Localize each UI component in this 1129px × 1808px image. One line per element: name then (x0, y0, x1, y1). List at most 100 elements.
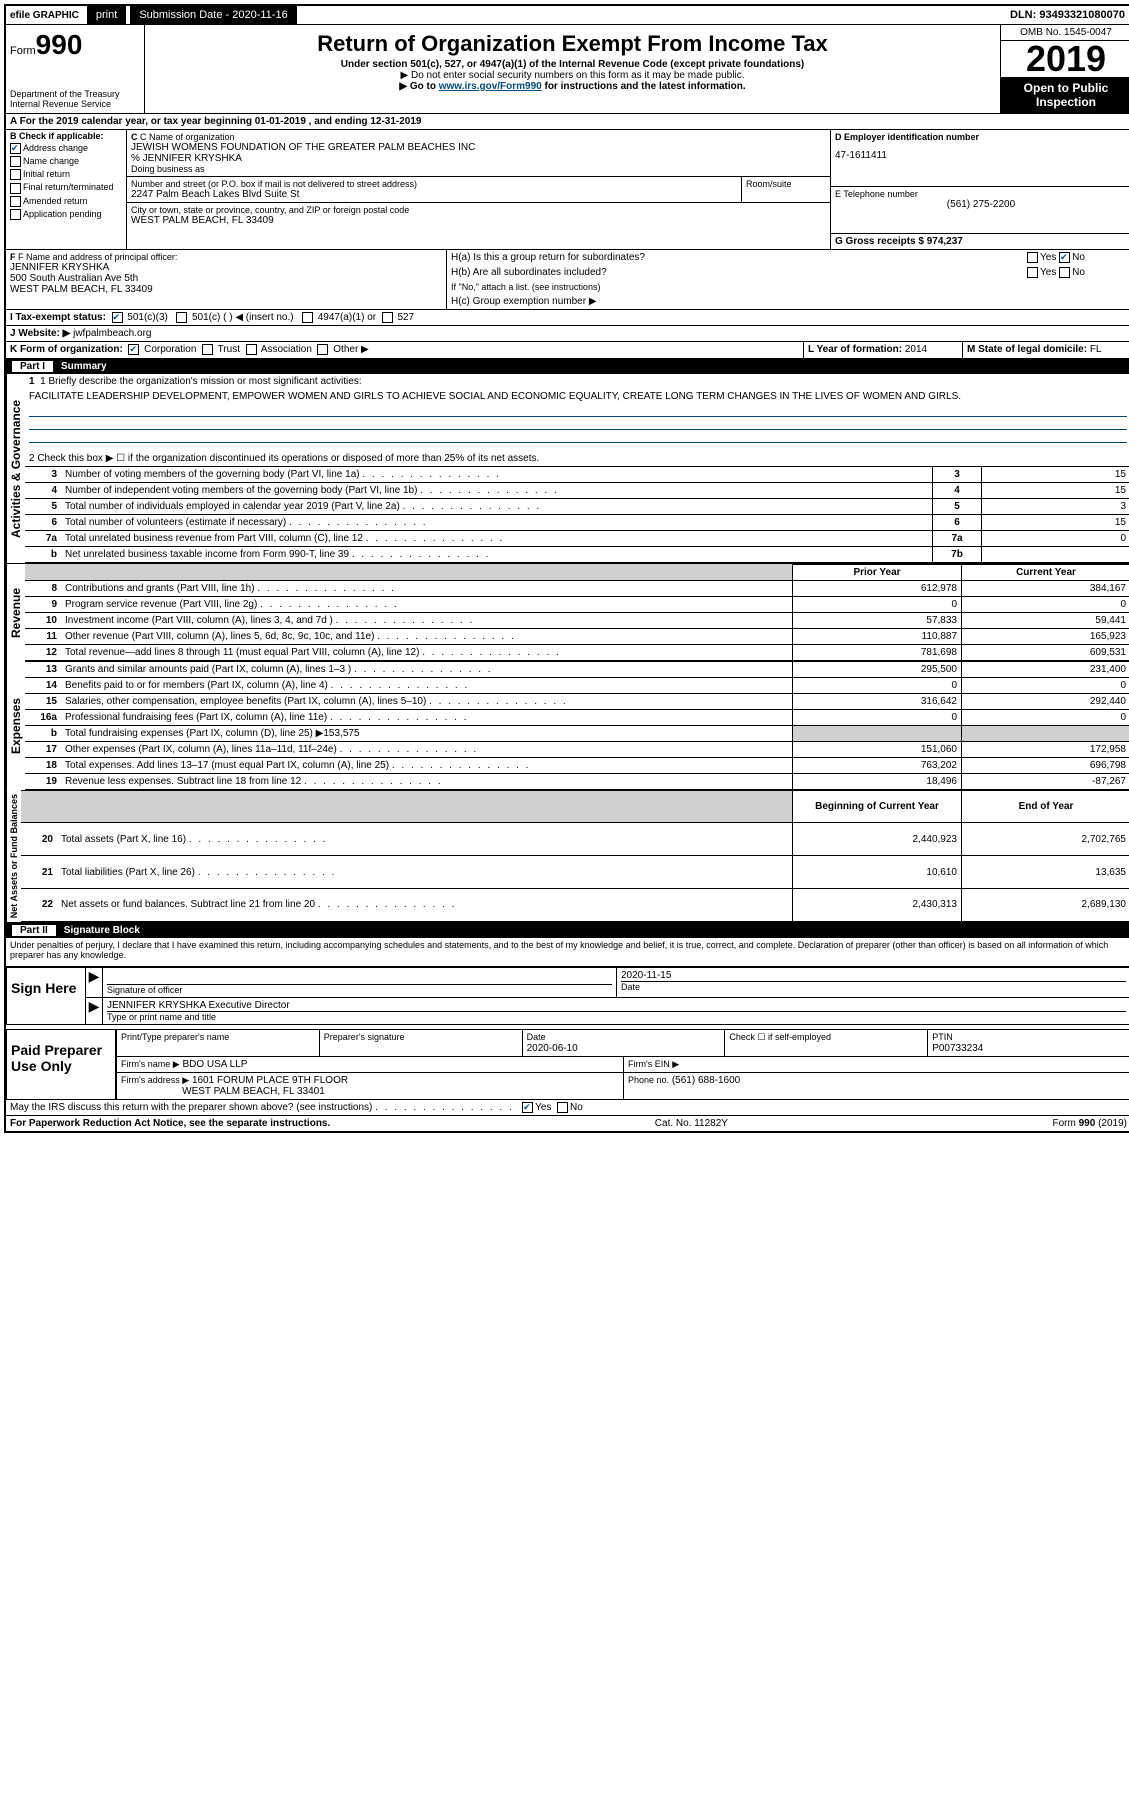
table-row: 7aTotal unrelated business revenue from … (25, 530, 1129, 546)
table-row: bNet unrelated business taxable income f… (25, 546, 1129, 562)
501c3-checkbox[interactable] (112, 312, 123, 323)
org-name-label: C C Name of organization (131, 132, 826, 142)
expenses-table: 13Grants and similar amounts paid (Part … (25, 661, 1129, 790)
table-row: 5Total number of individuals employed in… (25, 498, 1129, 514)
hb-note: If "No," attach a list. (see instruction… (447, 280, 1129, 294)
ha-yes-checkbox[interactable] (1027, 252, 1038, 263)
hb-yes-checkbox[interactable] (1027, 267, 1038, 278)
hb-label: H(b) Are all subordinates included? (451, 267, 1027, 278)
side-governance: Activities & Governance (6, 374, 25, 563)
sign-here-block: Sign Here ▶ Signature of officer 2020-11… (6, 966, 1129, 1025)
officer-addr1: 500 South Australian Ave 5th (10, 273, 442, 284)
header-sub2: ▶ Do not enter social security numbers o… (149, 70, 996, 81)
table-row: Prior YearCurrent Year (25, 564, 1129, 580)
print-button[interactable]: print (87, 6, 126, 24)
527-checkbox[interactable] (382, 312, 393, 323)
assoc-checkbox[interactable] (246, 344, 257, 355)
table-row: 6Total number of volunteers (estimate if… (25, 514, 1129, 530)
officer-name: JENNIFER KRYSHKA (10, 262, 442, 273)
org-name: JEWISH WOMENS FOUNDATION OF THE GREATER … (131, 142, 826, 153)
box-deg: D Employer identification number 47-1611… (831, 130, 1129, 249)
typed-name-label: Type or print name and title (107, 1012, 1126, 1022)
sig-officer-label: Signature of officer (107, 984, 612, 995)
501c-checkbox[interactable] (176, 312, 187, 323)
footer-left: For Paperwork Reduction Act Notice, see … (10, 1118, 330, 1129)
hc-label: H(c) Group exemption number ▶ (447, 294, 1129, 309)
hb-no-checkbox[interactable] (1059, 267, 1070, 278)
efile-label: efile GRAPHIC (6, 8, 83, 23)
ha-label: H(a) Is this a group return for subordin… (451, 252, 1027, 263)
footer-right: Form 990 (2019) (1053, 1118, 1127, 1129)
table-row: 17Other expenses (Part IX, column (A), l… (25, 741, 1129, 757)
tax-year: 2019 (1001, 41, 1129, 77)
city-label: City or town, state or province, country… (131, 205, 826, 215)
checkbox-initial-return[interactable]: Initial return (6, 168, 126, 181)
table-row: Beginning of Current YearEnd of Year (21, 790, 1129, 823)
side-expenses: Expenses (6, 661, 25, 790)
header-sub3: ▶ Go to www.irs.gov/Form990 for instruct… (149, 81, 996, 92)
table-row: 9Program service revenue (Part VIII, lin… (25, 596, 1129, 612)
paid-preparer-block: Paid Preparer Use Only Print/Type prepar… (6, 1029, 1129, 1100)
officer-typed-name: JENNIFER KRYSHKA Executive Director (107, 1000, 1126, 1012)
submission-date-button[interactable]: Submission Date - 2020-11-16 (130, 6, 296, 24)
checkbox-address-change[interactable]: Address change (6, 142, 126, 155)
revenue-table: Prior YearCurrent Year8Contributions and… (25, 564, 1129, 661)
table-row: 14Benefits paid to or for members (Part … (25, 677, 1129, 693)
website-value: jwfpalmbeach.org (73, 328, 151, 339)
table-row: 11Other revenue (Part VIII, column (A), … (25, 628, 1129, 644)
header-left: Form990 Department of the Treasury Inter… (6, 25, 145, 113)
room-label: Room/suite (746, 179, 826, 189)
fh-block: F F Name and address of principal office… (6, 250, 1129, 310)
checkbox-application-pending[interactable]: Application pending (6, 208, 126, 221)
phone-label: E Telephone number (835, 189, 1127, 199)
ha-no-checkbox[interactable] (1059, 252, 1070, 263)
line2: 2 Check this box ▶ ☐ if the organization… (25, 451, 1129, 466)
gross-label: G Gross receipts $ (835, 236, 924, 247)
form-container: efile GRAPHIC print Submission Date - 20… (4, 4, 1129, 1133)
paid-preparer-label: Paid Preparer Use Only (7, 1030, 116, 1099)
checkbox-final-return-terminated[interactable]: Final return/terminated (6, 181, 126, 194)
4947-checkbox[interactable] (302, 312, 313, 323)
other-checkbox[interactable] (317, 344, 328, 355)
form-number: Form990 (10, 29, 140, 61)
dln-label: DLN: 93493321080070 (1004, 7, 1129, 23)
part1-rev: Revenue Prior YearCurrent Year8Contribut… (6, 563, 1129, 661)
table-row: 20Total assets (Part X, line 16) 2,440,9… (21, 823, 1129, 856)
discuss-yes-checkbox[interactable] (522, 1102, 533, 1113)
ein-label: D Employer identification number (835, 132, 979, 142)
box-h: H(a) Is this a group return for subordin… (447, 250, 1129, 309)
perjury-decl: Under penalties of perjury, I declare th… (6, 938, 1129, 962)
header-sub1: Under section 501(c), 527, or 4947(a)(1)… (149, 59, 996, 70)
arrow-icon: ▶ (86, 968, 102, 997)
discuss-no-checkbox[interactable] (557, 1102, 568, 1113)
table-row: 21Total liabilities (Part X, line 26) 10… (21, 856, 1129, 889)
arrow-icon: ▶ (86, 998, 102, 1024)
trust-checkbox[interactable] (202, 344, 213, 355)
table-row: 22Net assets or fund balances. Subtract … (21, 888, 1129, 921)
table-row: bTotal fundraising expenses (Part IX, co… (25, 725, 1129, 741)
dba-label: Doing business as (131, 164, 826, 174)
open-public-label: Open to Public Inspection (1001, 77, 1129, 113)
phone-value: (561) 275-2200 (835, 199, 1127, 210)
part1-gov: Activities & Governance 1 1 Briefly desc… (6, 374, 1129, 563)
checkbox-name-change[interactable]: Name change (6, 155, 126, 168)
care-of: % JENNIFER KRYSHKA (131, 153, 826, 164)
table-row: 10Investment income (Part VIII, column (… (25, 612, 1129, 628)
sig-date: 2020-11-15 (621, 970, 1126, 981)
entity-block: B Check if applicable: Address changeNam… (6, 130, 1129, 250)
line1-label: 1 1 Briefly describe the organization's … (25, 374, 1129, 389)
box-j-row: J Website: ▶ jwfpalmbeach.org (6, 326, 1129, 342)
part1-exp: Expenses 13Grants and similar amounts pa… (6, 661, 1129, 790)
period-line: A For the 2019 calendar year, or tax yea… (6, 114, 1129, 130)
corp-checkbox[interactable] (128, 344, 139, 355)
table-row: 16aProfessional fundraising fees (Part I… (25, 709, 1129, 725)
instructions-link[interactable]: www.irs.gov/Form990 (439, 81, 542, 92)
netassets-table: Beginning of Current YearEnd of Year20To… (21, 790, 1129, 922)
header-mid: Return of Organization Exempt From Incom… (145, 25, 1000, 113)
gross-value: 974,237 (927, 236, 963, 247)
header-right: OMB No. 1545-0047 2019 Open to Public In… (1000, 25, 1129, 113)
side-netassets: Net Assets or Fund Balances (6, 790, 21, 922)
checkbox-amended-return[interactable]: Amended return (6, 195, 126, 208)
table-row: 4Number of independent voting members of… (25, 482, 1129, 498)
table-row: 18Total expenses. Add lines 13–17 (must … (25, 757, 1129, 773)
